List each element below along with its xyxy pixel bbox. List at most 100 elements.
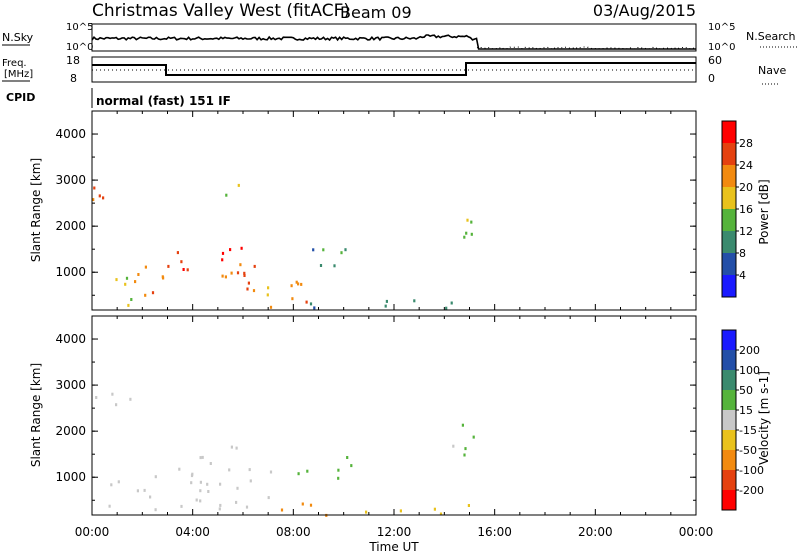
heatmap-cell bbox=[309, 302, 313, 306]
heatmap-cell bbox=[224, 275, 227, 279]
heatmap-cell bbox=[461, 423, 464, 427]
heatmap-cell bbox=[333, 264, 336, 268]
heatmap-cell bbox=[115, 278, 118, 282]
freq-tick-top: 18 bbox=[66, 54, 80, 67]
heatmap-cell bbox=[266, 293, 269, 297]
heatmap-cell bbox=[180, 260, 183, 264]
heatmap-cell bbox=[137, 273, 140, 276]
heatmap-cell bbox=[206, 482, 209, 486]
nsky-panel bbox=[91, 23, 697, 52]
nsearch-tick-bottom: 10^0 bbox=[708, 42, 735, 53]
heatmap-cell bbox=[154, 475, 157, 479]
heatmap-cell bbox=[199, 480, 202, 484]
colorbar-tick-label: 12 bbox=[739, 225, 753, 238]
colorbar-swatch bbox=[722, 410, 736, 430]
heatmap-cell bbox=[464, 447, 467, 451]
heatmap-cell bbox=[365, 510, 368, 514]
heatmap-cell bbox=[248, 468, 251, 472]
heatmap-cell bbox=[322, 248, 325, 252]
heatmap-cell bbox=[182, 268, 185, 271]
heatmap-cell bbox=[295, 280, 298, 284]
heatmap-cell bbox=[280, 508, 284, 512]
heatmap-cell bbox=[167, 264, 170, 268]
heatmap-cell bbox=[433, 507, 436, 511]
heatmap-cell bbox=[470, 232, 473, 236]
heatmap-cell bbox=[291, 297, 294, 301]
nsearch-line bbox=[476, 46, 697, 50]
heatmap-cell bbox=[221, 251, 225, 255]
freq-line bbox=[92, 62, 696, 76]
heatmap-cell bbox=[228, 468, 231, 472]
x-tick-label: 04:00 bbox=[175, 525, 210, 539]
heatmap-cell bbox=[237, 183, 240, 187]
y-tick-label: 4000 bbox=[55, 332, 86, 346]
heatmap-cell bbox=[201, 455, 204, 459]
y-tick-label: 2000 bbox=[55, 424, 86, 438]
cpid-label: CPID bbox=[6, 91, 35, 104]
colorbar-tick-label: 24 bbox=[739, 159, 753, 172]
heatmap-cell bbox=[290, 284, 293, 288]
velocity-colorbar: -200 -100 -50 -15 15 50 100 200 bbox=[721, 329, 764, 511]
colorbar-tick-label: 15 bbox=[739, 404, 753, 417]
heatmap-cell bbox=[319, 264, 323, 267]
heatmap-cell bbox=[134, 280, 137, 284]
heatmap-cell bbox=[98, 194, 101, 198]
heatmap-cell bbox=[127, 303, 130, 307]
heatmap-cell bbox=[93, 186, 96, 190]
heatmap-cell bbox=[466, 218, 469, 222]
y-tick-label: 2000 bbox=[55, 219, 86, 233]
colorbar-swatch bbox=[722, 143, 736, 165]
heatmap-cell bbox=[130, 298, 133, 301]
heatmap-cell bbox=[445, 306, 448, 310]
heatmap-cell bbox=[463, 235, 466, 239]
heatmap-cell bbox=[337, 468, 340, 472]
y-tick-label: 4000 bbox=[55, 127, 86, 141]
heatmap-cell bbox=[269, 470, 273, 474]
cpid-mode: normal (fast) 151 IF bbox=[96, 94, 231, 108]
heatmap-cell bbox=[344, 248, 347, 252]
colorbar-tick-label: 20 bbox=[739, 181, 753, 194]
power-colorbar: 4 8 12 16 20 24 28 bbox=[721, 120, 753, 298]
y-tick-label: 1000 bbox=[55, 470, 86, 484]
heatmap-cell bbox=[124, 282, 127, 286]
heatmap-cell bbox=[102, 196, 105, 200]
heatmap-cell bbox=[463, 453, 466, 457]
x-tick-label: 20:00 bbox=[578, 525, 613, 539]
nave-tick-bottom: 0 bbox=[708, 72, 715, 85]
colorbar-swatch bbox=[722, 390, 736, 410]
heatmap-cell bbox=[246, 287, 249, 291]
velocity-panel bbox=[91, 315, 697, 516]
nsearch-tick-top: 10^5 bbox=[708, 22, 735, 33]
heatmap-cell bbox=[297, 282, 300, 286]
heatmap-cell bbox=[186, 268, 189, 272]
colorbar-tick-label: 16 bbox=[739, 203, 753, 216]
heatmap-cell bbox=[199, 499, 202, 503]
heatmap-cell bbox=[176, 251, 179, 255]
heatmap-cell bbox=[195, 498, 198, 502]
heatmap-cell bbox=[115, 403, 118, 407]
heatmap-cell bbox=[306, 469, 309, 473]
power-colorbar-label: Power [dB] bbox=[757, 179, 771, 244]
heatmap-cell bbox=[312, 248, 315, 252]
heatmap-cell bbox=[247, 281, 250, 285]
heatmap-cell bbox=[209, 462, 212, 465]
heatmap-cell bbox=[245, 505, 249, 509]
power-panel bbox=[91, 110, 697, 311]
heatmap-cell bbox=[236, 271, 240, 275]
heatmap-cell bbox=[199, 489, 202, 493]
heatmap-cell bbox=[269, 305, 273, 309]
velocity-heatmap bbox=[95, 392, 475, 517]
heatmap-cell bbox=[297, 472, 300, 476]
heatmap-cell bbox=[465, 231, 468, 235]
colorbar-swatch bbox=[722, 187, 736, 209]
heatmap-cell bbox=[117, 480, 120, 484]
heatmap-cell bbox=[207, 490, 210, 493]
heatmap-cell bbox=[472, 435, 475, 439]
heatmap-cell bbox=[190, 474, 194, 478]
freq-tick-bottom: 8 bbox=[70, 72, 77, 85]
heatmap-cell bbox=[340, 251, 343, 255]
heatmap-cell bbox=[199, 456, 202, 460]
heatmap-cell bbox=[180, 504, 183, 508]
colorbar-swatch bbox=[722, 470, 736, 490]
